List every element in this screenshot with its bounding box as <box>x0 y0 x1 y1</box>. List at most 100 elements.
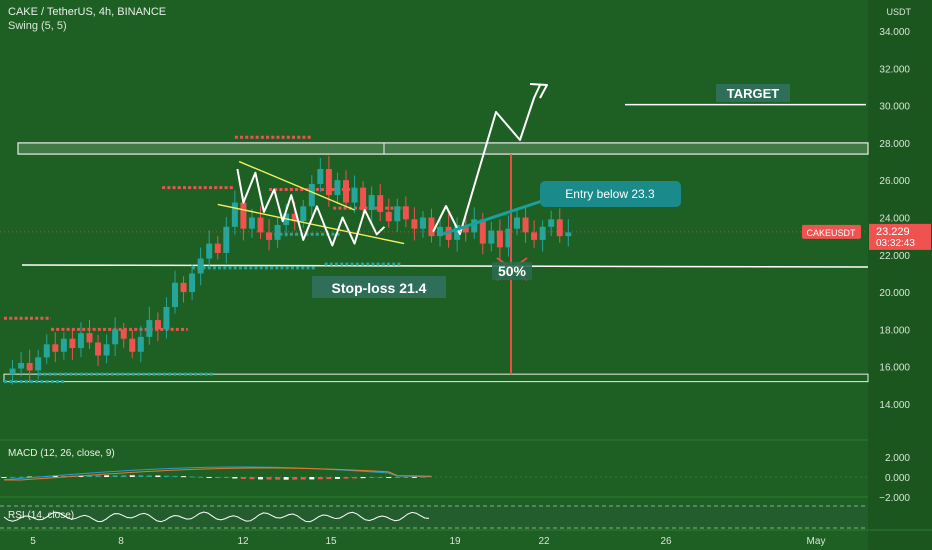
chart-header: CAKE / TetherUS, 4h, BINANCE Swing (5, 5… <box>8 5 166 33</box>
candle-body <box>351 187 358 203</box>
resistance-zone[interactable] <box>17 142 869 155</box>
candle-body <box>479 219 486 244</box>
macd-histogram-bar <box>138 475 144 477</box>
symbol-title[interactable]: CAKE / TetherUS, 4h, BINANCE <box>8 6 167 18</box>
macd-histogram-bar <box>206 477 212 478</box>
candle-body <box>377 195 384 212</box>
candle-body <box>385 211 392 222</box>
macd-histogram-bar <box>411 476 417 478</box>
entry-callout[interactable]: Entry below 23.3 <box>442 181 681 236</box>
candle-body <box>9 368 16 375</box>
candle-body <box>334 180 341 196</box>
price-tick-label: 18.000 <box>879 325 910 336</box>
macd-signal-line <box>4 467 432 481</box>
macd-histogram-bar <box>1 477 7 478</box>
stop-loss-box <box>312 276 446 298</box>
candle-body <box>163 307 170 330</box>
candle-body <box>411 219 418 229</box>
macd-histogram-bar <box>163 475 169 477</box>
candle-body <box>77 333 84 349</box>
projection-path[interactable] <box>432 84 541 235</box>
candle-body <box>291 213 298 222</box>
candle-body <box>325 169 332 196</box>
macd-histogram-bar <box>394 477 400 478</box>
candle-body <box>488 230 495 244</box>
stop-loss-label: Stop-loss 21.4 <box>332 280 427 296</box>
macd-tick-label: 2.000 <box>885 453 910 464</box>
macd-histogram-bar <box>215 477 221 478</box>
rsi-label[interactable]: RSI (14, close) <box>8 510 74 521</box>
target-box <box>716 84 790 102</box>
rsi-pane: RSI (14, close) <box>0 505 868 529</box>
macd-histogram-bar <box>198 476 204 478</box>
candle-body <box>180 282 187 293</box>
candle-body <box>462 224 469 233</box>
candle-body <box>43 344 50 358</box>
target-label: TARGET <box>727 86 780 101</box>
macd-histogram-bar <box>309 477 315 480</box>
candle-body <box>360 187 367 211</box>
candle-body <box>129 338 136 352</box>
macd-histogram-bar <box>223 477 229 479</box>
candle-body <box>197 258 204 274</box>
macd-histogram-bar <box>172 475 178 477</box>
support-zone[interactable] <box>3 373 869 383</box>
time-tick-label: May <box>807 536 826 547</box>
candle-body <box>112 329 119 345</box>
macd-histogram-bar <box>78 475 84 477</box>
resistance-zone-box[interactable] <box>17 142 869 155</box>
candle-body <box>231 202 238 227</box>
price-tick-label: 32.000 <box>879 64 910 75</box>
fifty-marker[interactable]: 50% <box>492 257 532 281</box>
macd-histogram-bar <box>258 477 263 480</box>
macd-label[interactable]: MACD (12, 26, close, 9) <box>8 448 115 459</box>
time-tick-label: 26 <box>660 536 672 547</box>
macd-histogram-bar <box>266 477 272 480</box>
candle-body <box>223 226 230 253</box>
candle-body <box>471 219 478 233</box>
price-tick-label: 20.000 <box>879 288 910 299</box>
candle-body <box>402 206 409 220</box>
stop-loss-callout[interactable]: Stop-loss 21.4 <box>312 276 446 298</box>
macd-histogram-bar <box>334 477 340 479</box>
entry-label: Entry below 23.3 <box>565 187 655 201</box>
macd-histogram-bar <box>18 476 24 478</box>
candle-body <box>300 206 307 222</box>
candle-body <box>317 169 324 184</box>
candle-body <box>189 273 196 293</box>
macd-histogram-bar <box>104 475 110 477</box>
candle-body <box>428 217 435 237</box>
target-callout[interactable]: TARGET <box>716 84 790 102</box>
rsi-band <box>0 506 868 528</box>
stop-loss-line[interactable] <box>21 264 869 268</box>
macd-histogram-bar <box>386 477 392 478</box>
candle-body <box>308 183 315 207</box>
candle-body <box>35 357 42 371</box>
candle-body <box>565 232 572 237</box>
channel-upper-line[interactable] <box>238 160 355 211</box>
candle-body <box>548 219 555 227</box>
macd-histogram-bar <box>240 477 246 479</box>
candle-body <box>522 217 529 233</box>
price-tag-box <box>869 223 931 250</box>
price-tick-label: 14.000 <box>879 400 910 411</box>
channel-lower-line[interactable] <box>217 203 405 245</box>
indicator-label[interactable]: Swing (5, 5) <box>8 20 67 32</box>
macd-histogram-bar <box>352 477 358 479</box>
time-tick-label: 15 <box>325 536 337 547</box>
time-tick-label: 12 <box>237 536 249 547</box>
candle-body <box>505 228 512 248</box>
candle-body <box>95 342 102 356</box>
macd-histogram-bar <box>181 476 187 478</box>
zigzag-wave[interactable] <box>236 168 386 247</box>
candle-body <box>394 206 401 222</box>
candle-body <box>60 338 67 352</box>
macd-histogram-bar <box>61 475 67 477</box>
macd-histogram-bar <box>249 477 255 480</box>
macd-histogram-bar <box>189 476 195 478</box>
macd-histogram-bar <box>377 477 383 478</box>
